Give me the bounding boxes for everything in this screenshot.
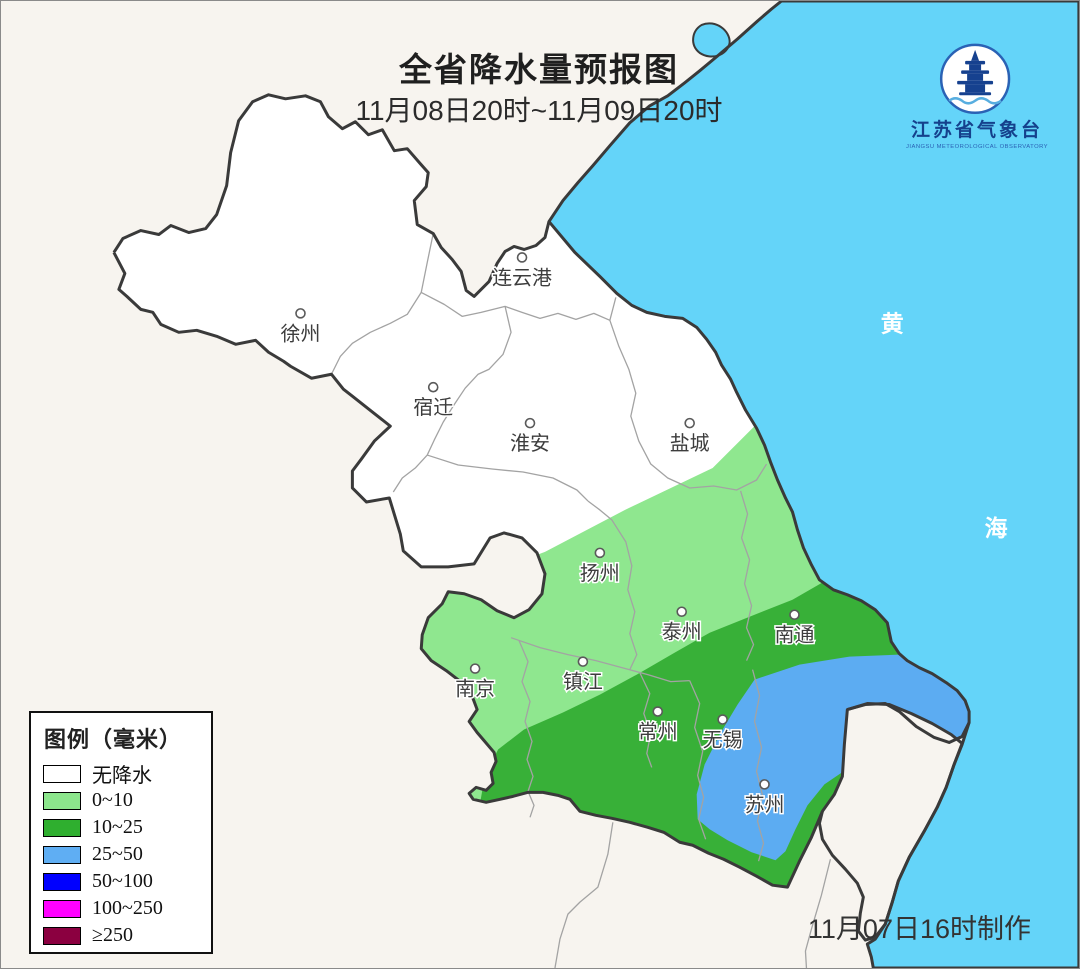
city-镇江: 镇江 [561, 656, 604, 695]
city-label: 镇江 [563, 671, 603, 694]
observatory-logo-icon [939, 43, 1011, 115]
legend-swatch [43, 845, 81, 864]
city-南通: 南通 [773, 609, 816, 648]
legend-swatch [43, 872, 81, 891]
city-marker-icon [676, 606, 687, 618]
city-label: 南京 [455, 678, 495, 701]
city-marker-icon [577, 656, 589, 667]
city-盐城: 盐城 [668, 417, 711, 457]
city-marker-icon [759, 779, 770, 790]
city-label: 宿迁 [413, 396, 453, 419]
city-扬州: 扬州 [578, 547, 621, 586]
city-marker-icon [524, 417, 536, 429]
shanghai-area [819, 703, 963, 941]
city-label: 无锡 [703, 728, 743, 751]
sea-name-label: 海 [985, 515, 1008, 541]
observatory-name-en: JIANGSU METEOROLOGICAL OBSERVATORY [906, 143, 1048, 150]
city-label: 盐城 [670, 432, 710, 455]
legend-label: 无降水 [92, 765, 152, 787]
city-boundaries [330, 233, 832, 968]
city-淮安: 淮安 [509, 417, 551, 457]
city-label: 扬州 [580, 562, 620, 585]
page-title: 全省降水量预报图 [399, 51, 679, 88]
legend-item: 10~25 [43, 814, 211, 841]
city-label: 常州 [638, 720, 678, 743]
city-label: 连云港 [492, 266, 552, 289]
province-border-stroke [112, 93, 971, 889]
legend-rows: 无降水 0~10 10~25 25~50 50~100 100~250 ≥250 [31, 760, 211, 949]
city-marker-icon [516, 252, 528, 263]
yellow-sea [548, 1, 1079, 968]
city-marker-icon [427, 381, 439, 393]
city-南京: 南京 [454, 663, 497, 702]
observatory-name: 江苏省气象台 [910, 120, 1043, 141]
city-label: 徐州 [281, 322, 321, 345]
sea-label-layer: 黄海 [881, 310, 1008, 541]
city-徐州: 徐州 [279, 308, 322, 347]
shanghai-border-stroke [817, 702, 964, 942]
forecast-period: 11月08日20时~11月09日20时 [355, 95, 723, 126]
city-marker-icon [652, 706, 664, 717]
city-苏州: 苏州 [743, 779, 786, 818]
city-泰州: 泰州 [660, 606, 703, 645]
legend-swatch [43, 899, 81, 918]
city-label: 淮安 [510, 432, 550, 455]
legend-label: 25~50 [92, 843, 143, 865]
legend-swatch [43, 791, 81, 810]
city-无锡: 无锡 [701, 714, 744, 753]
legend-label: 10~25 [92, 816, 143, 838]
city-marker-icon [789, 609, 800, 621]
city-label: 苏州 [745, 793, 785, 816]
legend-swatch [43, 764, 81, 783]
legend-title: 图例（毫米） [44, 727, 183, 752]
legend-swatch [43, 926, 81, 945]
sea-name-label: 黄 [881, 310, 904, 336]
city-label: 泰州 [662, 621, 702, 644]
city-常州: 常州 [636, 706, 679, 745]
city-宿迁: 宿迁 [412, 381, 455, 421]
legend-label: 100~250 [92, 897, 163, 919]
city-label: 南通 [775, 624, 815, 647]
legend-label: ≥250 [92, 924, 133, 946]
city-连云港: 连云港 [491, 252, 553, 291]
city-marker-icon [594, 547, 606, 559]
city-marker-icon [295, 308, 306, 319]
legend-item: 25~50 [43, 841, 211, 868]
city-marker-icon [717, 714, 728, 725]
legend-item: 100~250 [43, 895, 211, 922]
zone-rain-25-50 [696, 654, 970, 861]
legend-item: ≥250 [43, 922, 211, 949]
issue-time: 11月07日16时制作 [807, 914, 1031, 944]
legend-item: 无降水 [43, 760, 211, 787]
legend-swatch [43, 818, 81, 837]
legend-item: 50~100 [43, 868, 211, 895]
legend-label: 50~100 [92, 870, 153, 892]
legend: 图例（毫米） 无降水 0~10 10~25 25~50 50~100 100~250 ≥25… [29, 711, 213, 954]
legend-item: 0~10 [43, 787, 211, 814]
city-marker-icon [469, 663, 481, 674]
observatory-logo: 江苏省气象台 JIANGSU METEOROLOGICAL OBSERVATOR… [877, 21, 1077, 150]
legend-label: 0~10 [92, 789, 133, 811]
city-marker-icon [684, 417, 695, 429]
